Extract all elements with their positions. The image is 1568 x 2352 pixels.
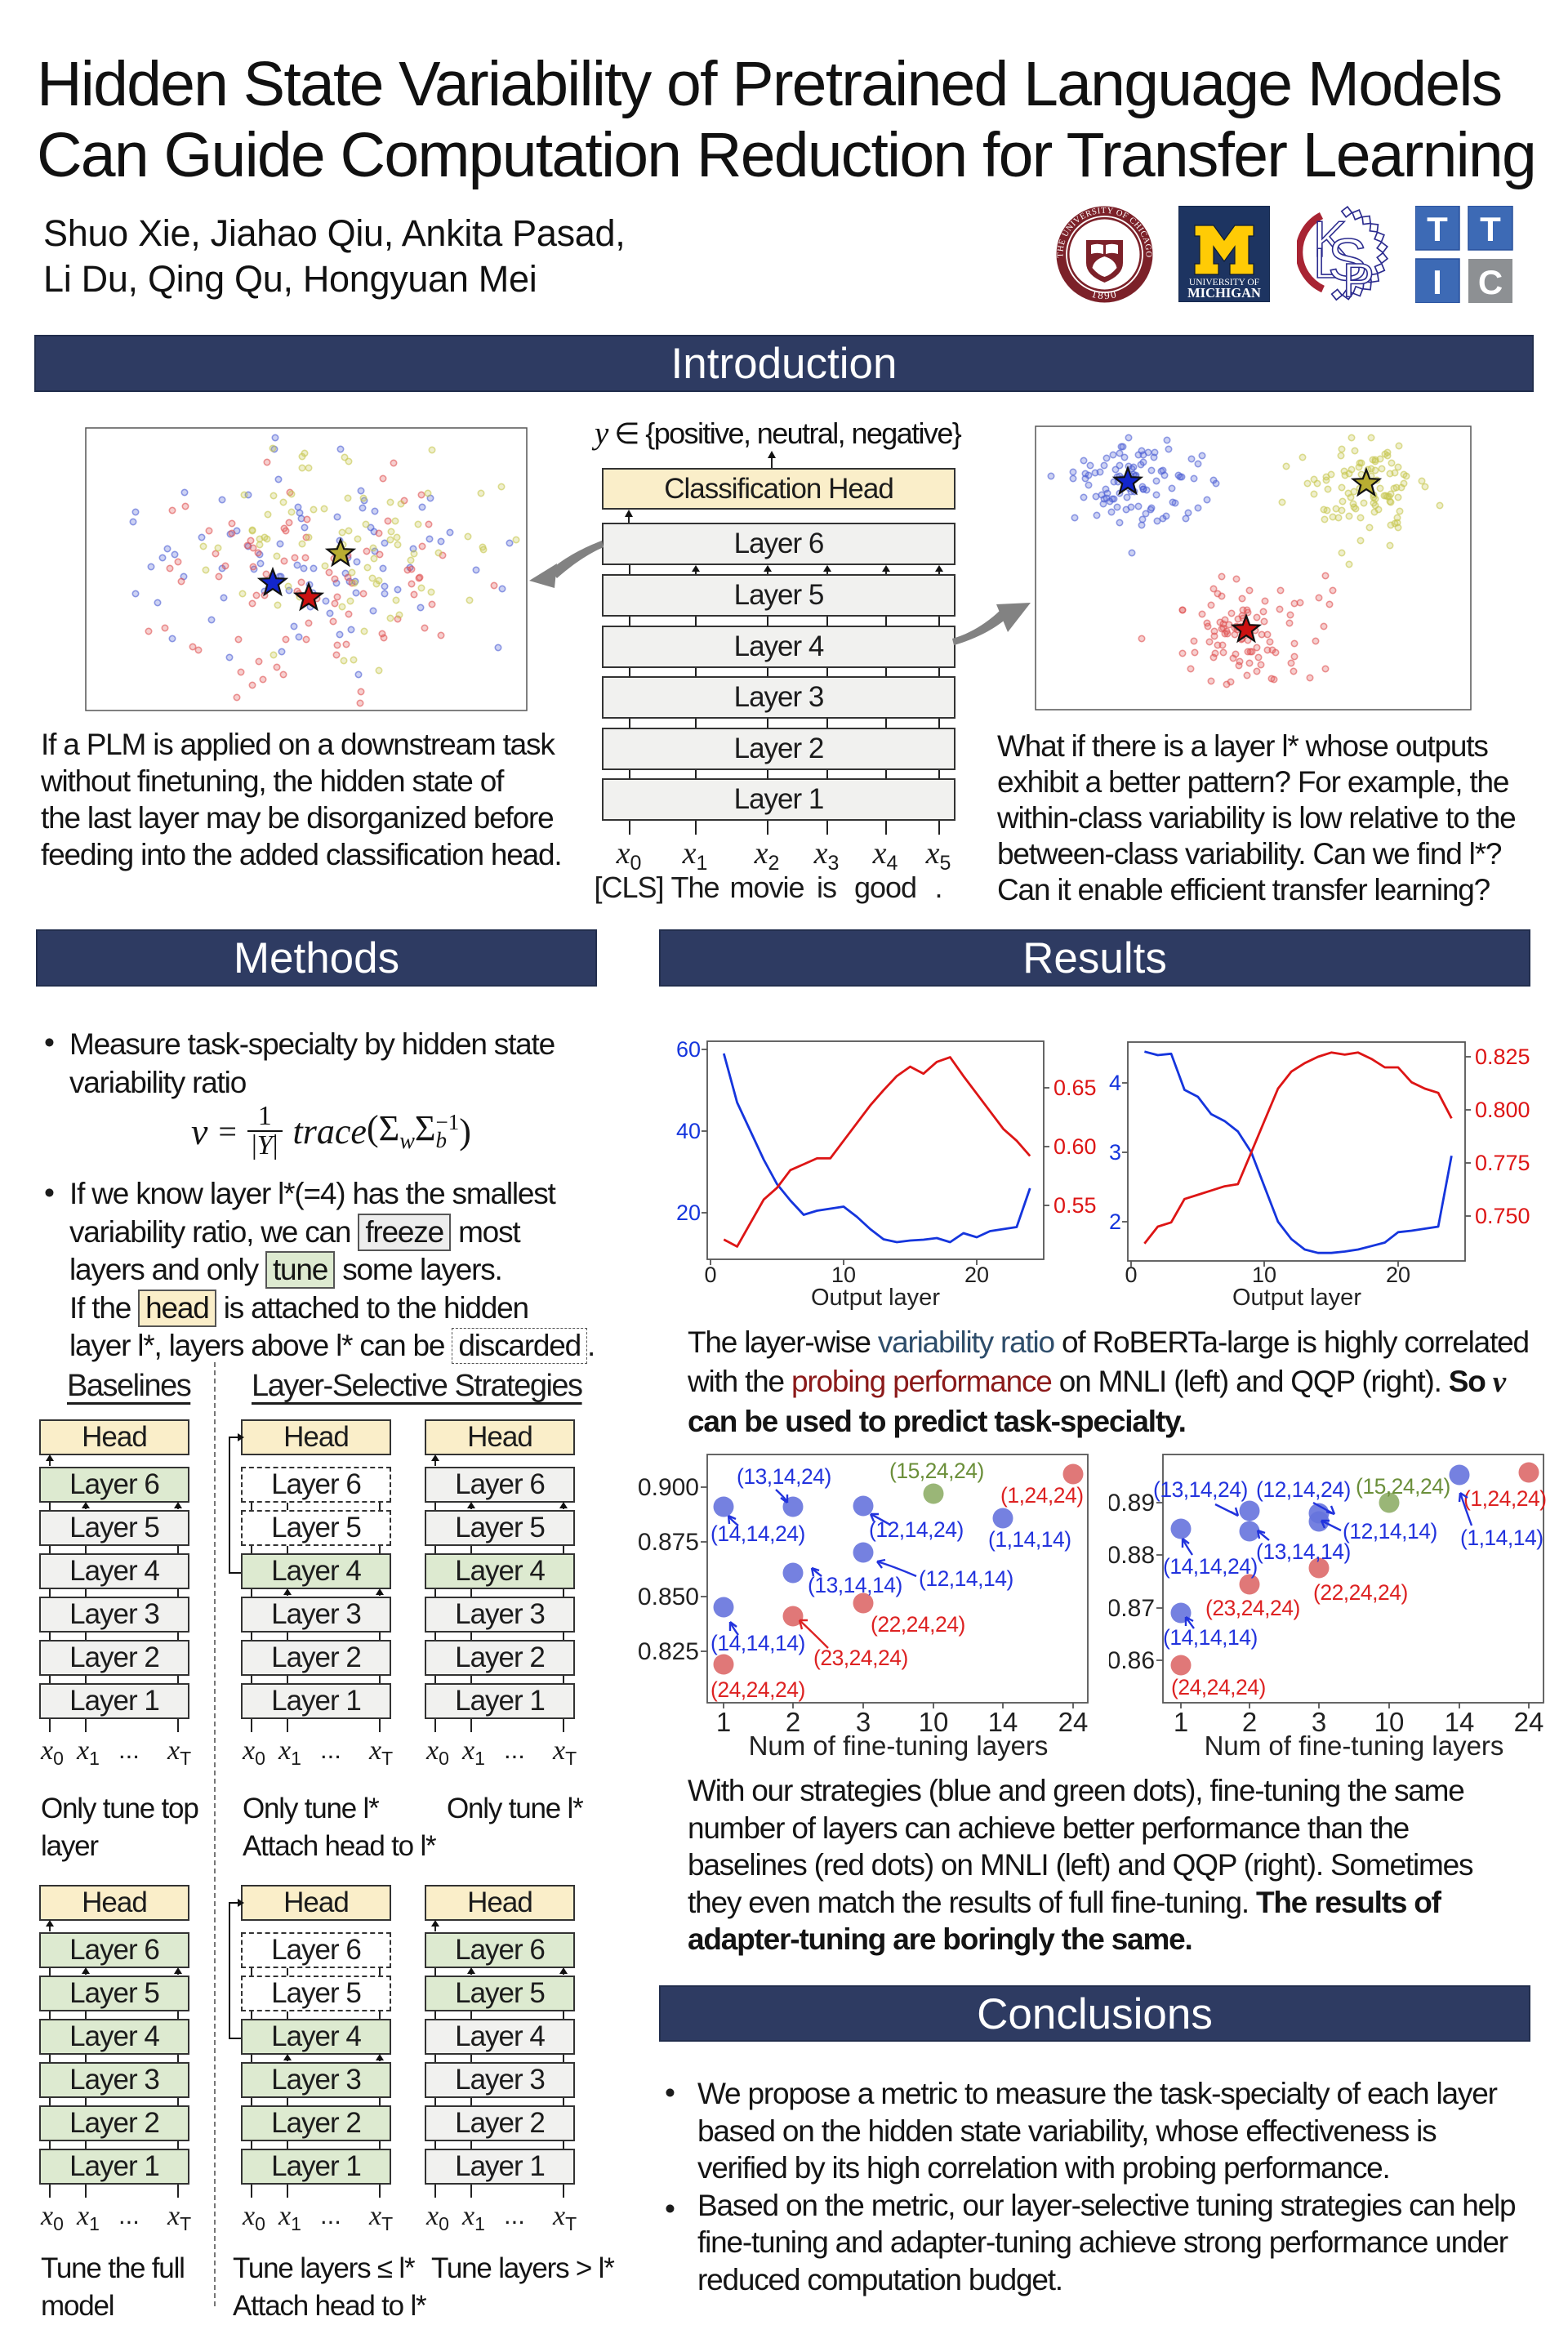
svg-text:(12,14,24): (12,14,24) <box>1256 1477 1351 1502</box>
svg-text:(14,14,24): (14,14,24) <box>1163 1554 1258 1579</box>
svg-text:(22,24,24): (22,24,24) <box>871 1612 965 1637</box>
svg-text:L: L <box>1314 240 1338 287</box>
svg-text:P: P <box>1343 254 1374 307</box>
svg-text:(14,14,24): (14,14,24) <box>710 1521 805 1546</box>
svg-text:(15,24,24): (15,24,24) <box>1356 1474 1450 1499</box>
svg-text:(1,24,24): (1,24,24) <box>1000 1483 1084 1508</box>
svg-text:2: 2 <box>1242 1707 1257 1737</box>
svg-text:20: 20 <box>676 1200 701 1225</box>
svg-text:(13,14,14): (13,14,14) <box>1256 1539 1351 1564</box>
svg-text:(23,24,24): (23,24,24) <box>1205 1596 1300 1620</box>
svg-text:1: 1 <box>716 1707 731 1737</box>
svg-text:(13,14,14): (13,14,14) <box>808 1573 902 1597</box>
svg-text:(1,14,14): (1,14,14) <box>988 1527 1071 1552</box>
svg-text:Output layer: Output layer <box>811 1285 940 1311</box>
svg-text:0.900: 0.900 <box>638 1474 699 1501</box>
svg-text:MICHIGAN: MICHIGAN <box>1187 285 1261 301</box>
svg-text:1: 1 <box>1174 1707 1188 1737</box>
svg-text:24: 24 <box>1514 1707 1544 1737</box>
svg-text:0.89: 0.89 <box>1109 1490 1155 1517</box>
svg-text:(13,14,24): (13,14,24) <box>737 1464 831 1489</box>
svg-text:0.86: 0.86 <box>1109 1647 1155 1674</box>
svg-text:3: 3 <box>1109 1140 1121 1165</box>
svg-text:(1,24,24): (1,24,24) <box>1463 1486 1547 1511</box>
svg-text:K: K <box>1313 212 1347 268</box>
svg-text:0: 0 <box>1125 1263 1137 1287</box>
svg-text:3: 3 <box>856 1707 871 1737</box>
svg-text:(12,14,14): (12,14,14) <box>919 1566 1013 1591</box>
svg-text:0: 0 <box>704 1263 716 1287</box>
svg-text:S: S <box>1328 228 1367 293</box>
svg-text:(12,14,14): (12,14,14) <box>1343 1519 1437 1544</box>
svg-text:4: 4 <box>1109 1071 1121 1095</box>
svg-text:(24,24,24): (24,24,24) <box>1171 1675 1266 1699</box>
svg-text:0.60: 0.60 <box>1054 1134 1097 1159</box>
svg-text:0.88: 0.88 <box>1109 1542 1155 1569</box>
svg-text:0.800: 0.800 <box>1475 1098 1530 1122</box>
svg-text:20: 20 <box>964 1263 989 1287</box>
svg-text:C: C <box>1478 263 1503 301</box>
svg-text:10: 10 <box>1374 1707 1405 1737</box>
svg-text:60: 60 <box>676 1037 701 1062</box>
svg-text:(1,14,14): (1,14,14) <box>1460 1526 1544 1550</box>
svg-text:10: 10 <box>831 1263 856 1287</box>
svg-text:0.750: 0.750 <box>1475 1204 1530 1228</box>
svg-text:0.55: 0.55 <box>1054 1193 1097 1218</box>
svg-text:2: 2 <box>1109 1209 1121 1234</box>
svg-text:Num of fine-tuning layers: Num of fine-tuning layers <box>1205 1731 1504 1761</box>
svg-text:0.775: 0.775 <box>1475 1151 1530 1175</box>
svg-text:24: 24 <box>1058 1707 1089 1737</box>
svg-text:Output layer: Output layer <box>1232 1285 1361 1311</box>
svg-text:1890: 1890 <box>1090 287 1119 301</box>
svg-text:40: 40 <box>676 1119 701 1143</box>
svg-text:14: 14 <box>1445 1707 1475 1737</box>
svg-text:0.65: 0.65 <box>1054 1076 1097 1100</box>
svg-text:(14,14,14): (14,14,14) <box>1163 1625 1258 1650</box>
svg-text:0.850: 0.850 <box>638 1584 699 1610</box>
svg-text:(24,24,24): (24,24,24) <box>710 1677 805 1702</box>
svg-text:Num of fine-tuning layers: Num of fine-tuning layers <box>749 1731 1049 1761</box>
svg-text:I: I <box>1432 263 1442 301</box>
svg-text:UNIVERSITY OF: UNIVERSITY OF <box>1189 278 1259 287</box>
svg-text:0.87: 0.87 <box>1109 1595 1155 1622</box>
svg-text:(15,24,24): (15,24,24) <box>889 1459 984 1483</box>
svg-text:(13,14,24): (13,14,24) <box>1153 1477 1248 1502</box>
svg-text:T: T <box>1480 210 1501 248</box>
svg-text:14: 14 <box>988 1707 1018 1737</box>
svg-text:0.875: 0.875 <box>638 1529 699 1556</box>
svg-text:(14,14,14): (14,14,14) <box>710 1631 805 1655</box>
svg-text:10: 10 <box>919 1707 949 1737</box>
svg-text:T: T <box>1427 210 1448 248</box>
svg-text:(23,24,24): (23,24,24) <box>813 1646 908 1670</box>
svg-text:0.825: 0.825 <box>1475 1045 1530 1069</box>
svg-text:0.825: 0.825 <box>638 1638 699 1665</box>
svg-text:3: 3 <box>1312 1707 1326 1737</box>
svg-text:2: 2 <box>786 1707 800 1737</box>
svg-text:(22,24,24): (22,24,24) <box>1313 1580 1408 1605</box>
